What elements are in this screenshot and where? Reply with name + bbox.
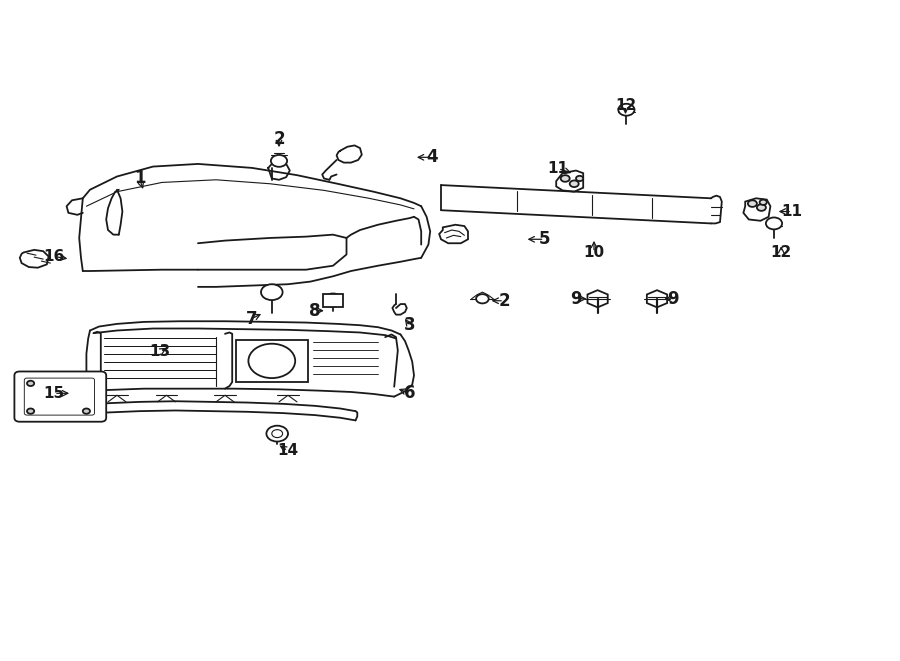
Circle shape (476, 294, 489, 303)
Polygon shape (743, 198, 770, 221)
Circle shape (561, 175, 570, 182)
Text: 10: 10 (583, 245, 605, 260)
Text: 16: 16 (43, 249, 65, 264)
Circle shape (271, 155, 287, 167)
Polygon shape (588, 290, 608, 307)
Circle shape (748, 200, 757, 207)
Circle shape (248, 344, 295, 378)
Text: 11: 11 (547, 161, 569, 176)
Circle shape (760, 200, 767, 205)
Text: 9: 9 (668, 290, 679, 308)
Text: 6: 6 (404, 384, 415, 403)
Text: 1: 1 (134, 169, 145, 188)
Text: 3: 3 (404, 316, 415, 334)
Circle shape (324, 293, 342, 307)
Text: 14: 14 (277, 444, 299, 458)
FancyBboxPatch shape (24, 378, 94, 415)
Text: 12: 12 (770, 245, 792, 260)
Text: 15: 15 (43, 386, 65, 401)
Circle shape (757, 204, 766, 211)
Circle shape (618, 104, 634, 116)
Circle shape (576, 176, 583, 181)
Text: 2: 2 (499, 292, 509, 310)
Circle shape (27, 381, 34, 386)
Polygon shape (20, 250, 49, 268)
Polygon shape (439, 225, 468, 243)
Circle shape (27, 408, 34, 414)
Text: 9: 9 (571, 290, 581, 308)
Polygon shape (647, 290, 667, 307)
Text: 13: 13 (149, 344, 171, 359)
Text: 4: 4 (427, 148, 437, 167)
Circle shape (261, 284, 283, 300)
Circle shape (766, 217, 782, 229)
FancyBboxPatch shape (323, 294, 343, 307)
Circle shape (266, 426, 288, 442)
Text: 12: 12 (615, 98, 636, 113)
Text: 11: 11 (781, 204, 803, 219)
Text: 2: 2 (274, 130, 284, 148)
Polygon shape (236, 340, 308, 382)
FancyBboxPatch shape (14, 371, 106, 422)
Text: 7: 7 (247, 309, 257, 328)
Circle shape (570, 180, 579, 187)
Text: 8: 8 (310, 301, 320, 320)
Circle shape (272, 430, 283, 438)
Polygon shape (556, 171, 583, 192)
Text: 5: 5 (539, 230, 550, 249)
Circle shape (83, 408, 90, 414)
